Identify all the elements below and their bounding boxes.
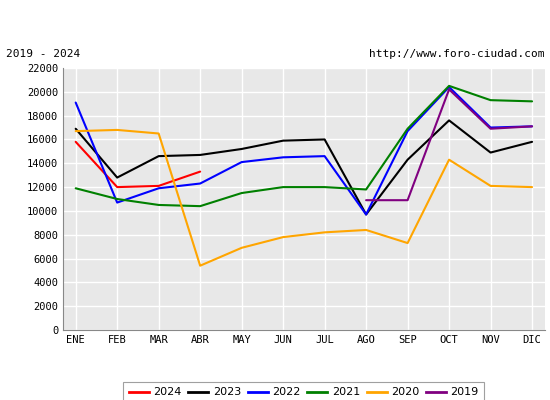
Text: Evolucion Nº Turistas Nacionales en el municipio de Coslada: Evolucion Nº Turistas Nacionales en el m… (74, 14, 476, 28)
Legend: 2024, 2023, 2022, 2021, 2020, 2019: 2024, 2023, 2022, 2021, 2020, 2019 (123, 382, 485, 400)
Text: 2019 - 2024: 2019 - 2024 (6, 49, 80, 59)
Text: http://www.foro-ciudad.com: http://www.foro-ciudad.com (369, 49, 544, 59)
